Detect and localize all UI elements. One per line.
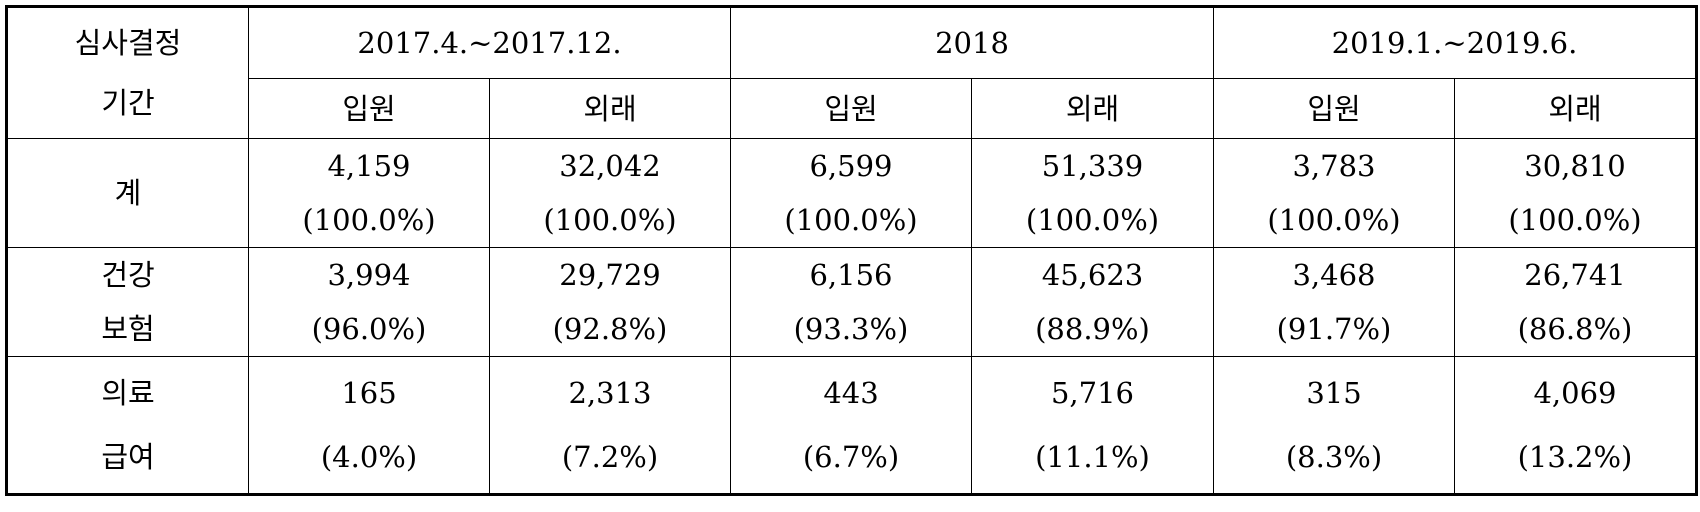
percent: (96.0%) (311, 312, 427, 346)
percent: (86.8%) (1517, 312, 1633, 346)
row-label-line: 건강 (101, 258, 155, 292)
count: 45,623 (1041, 258, 1144, 292)
data-cell: 26,741 (86.8%) (1454, 247, 1697, 357)
count: 3,468 (1292, 258, 1376, 292)
data-cell: 6,599 (100.0%) (730, 138, 972, 248)
data-cell: 5,716 (11.1%) (971, 356, 1214, 495)
count: 4,069 (1533, 376, 1617, 410)
percent: (88.9%) (1035, 312, 1150, 346)
percent: (8.3%) (1285, 440, 1383, 474)
count: 32,042 (559, 149, 661, 183)
data-cell: 6,156 (93.3%) (730, 247, 972, 357)
count: 5,716 (1050, 376, 1135, 410)
data-cell: 315 (8.3%) (1213, 356, 1455, 495)
subheader: 외래 (489, 78, 731, 139)
percent: (100.0%) (1025, 203, 1160, 237)
corner-label: 기간 (101, 86, 155, 120)
data-cell: 30,810 (100.0%) (1454, 138, 1697, 248)
percent: (100.0%) (543, 203, 677, 237)
data-cell: 3,783 (100.0%) (1213, 138, 1455, 248)
data-cell: 4,069 (13.2%) (1454, 356, 1697, 495)
count: 51,339 (1041, 149, 1144, 183)
subheader: 외래 (971, 78, 1214, 139)
subheader: 외래 (1454, 78, 1697, 139)
percent: (92.8%) (552, 312, 668, 346)
count: 30,810 (1524, 149, 1626, 183)
percent: (100.0%) (1267, 203, 1401, 237)
count: 26,741 (1524, 258, 1626, 292)
count: 6,599 (809, 149, 893, 183)
count: 29,729 (559, 258, 661, 292)
data-row: 계 4,159 (100.0%) 32,042 (100.0%) 6,599 (100.0%… (6, 138, 1697, 248)
data-cell: 51,339 (100.0%) (971, 138, 1214, 248)
percent: (6.7%) (802, 440, 900, 474)
data-cell: 3,994 (96.0%) (248, 247, 490, 357)
data-cell: 165 (4.0%) (248, 356, 490, 495)
subheader-row: 입원 외래 입원 외래 입원 외래 (7, 78, 1697, 139)
percent: (11.1%) (1035, 440, 1150, 474)
row-label-line: 보험 (101, 312, 155, 346)
count: 165 (341, 376, 397, 410)
subheader: 입원 (248, 78, 490, 139)
row-label: 계 (6, 138, 249, 248)
percent: (100.0%) (302, 203, 436, 237)
count: 3,783 (1292, 149, 1376, 183)
count: 6,156 (809, 258, 893, 292)
data-cell: 443 (6.7%) (730, 356, 972, 495)
data-cell: 3,468 (91.7%) (1213, 247, 1455, 357)
percent: (93.3%) (793, 312, 909, 346)
subheader: 입원 (730, 78, 972, 139)
percent: (100.0%) (784, 203, 918, 237)
count: 2,313 (568, 376, 652, 410)
data-table: 심사결정 기간 2017.4.~2017.12. 2018 2019.1.~2019.6… (5, 5, 1698, 496)
row-label-line: 급여 (101, 440, 155, 474)
data-cell: 4,159 (100.0%) (248, 138, 490, 248)
data-cell: 45,623 (88.9%) (971, 247, 1214, 357)
percent: (4.0%) (320, 440, 418, 474)
count: 315 (1306, 376, 1362, 410)
percent: (91.7%) (1276, 312, 1392, 346)
header-row: 심사결정 기간 2017.4.~2017.12. 2018 2019.1.~2019.6… (6, 6, 1697, 139)
data-cell: 2,313 (7.2%) (489, 356, 731, 495)
period-header: 2017.4.~2017.12. (248, 6, 731, 79)
count: 3,994 (327, 258, 411, 292)
corner-label: 심사결정 (74, 26, 182, 60)
period-header: 2019.1.~2019.6. (1213, 6, 1697, 79)
percent: (7.2%) (561, 440, 659, 474)
percent: (100.0%) (1508, 203, 1642, 237)
period-header: 2018 (730, 6, 1214, 79)
row-label-line: 계 (114, 176, 142, 210)
count: 443 (823, 376, 879, 410)
data-cell: 29,729 (92.8%) (489, 247, 731, 357)
count: 4,159 (327, 149, 411, 183)
percent: (13.2%) (1517, 440, 1633, 474)
row-label-line: 의료 (101, 376, 155, 410)
subheader: 입원 (1213, 78, 1455, 139)
data-cell: 32,042 (100.0%) (489, 138, 731, 248)
